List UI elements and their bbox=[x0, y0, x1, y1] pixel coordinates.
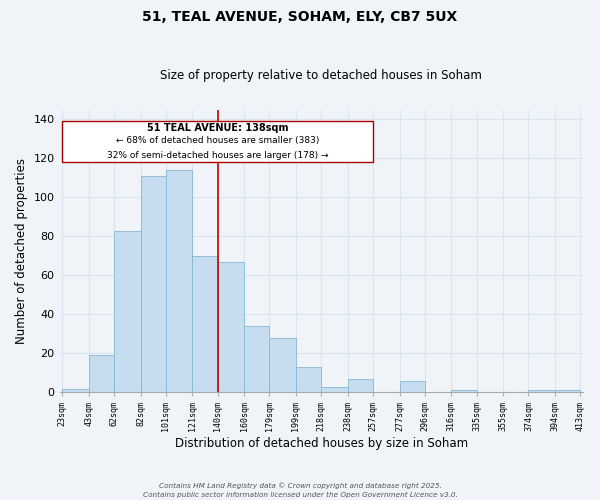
FancyBboxPatch shape bbox=[62, 122, 373, 162]
Text: 51 TEAL AVENUE: 138sqm: 51 TEAL AVENUE: 138sqm bbox=[147, 123, 289, 133]
Bar bbox=[451, 390, 476, 392]
Title: Size of property relative to detached houses in Soham: Size of property relative to detached ho… bbox=[160, 69, 482, 82]
Text: 32% of semi-detached houses are larger (178) →: 32% of semi-detached houses are larger (… bbox=[107, 152, 328, 160]
Bar bbox=[89, 356, 114, 393]
Bar bbox=[529, 390, 555, 392]
Bar bbox=[244, 326, 269, 392]
Bar bbox=[296, 367, 321, 392]
Bar bbox=[62, 388, 89, 392]
Bar bbox=[218, 262, 244, 392]
Text: ← 68% of detached houses are smaller (383): ← 68% of detached houses are smaller (38… bbox=[116, 136, 319, 145]
Bar bbox=[114, 230, 140, 392]
Text: 51, TEAL AVENUE, SOHAM, ELY, CB7 5UX: 51, TEAL AVENUE, SOHAM, ELY, CB7 5UX bbox=[142, 10, 458, 24]
Text: Contains HM Land Registry data © Crown copyright and database right 2025.
Contai: Contains HM Land Registry data © Crown c… bbox=[143, 482, 457, 498]
Bar bbox=[348, 379, 373, 392]
Bar bbox=[400, 380, 425, 392]
Bar bbox=[269, 338, 296, 392]
Bar bbox=[166, 170, 193, 392]
Y-axis label: Number of detached properties: Number of detached properties bbox=[15, 158, 28, 344]
Bar bbox=[555, 390, 580, 392]
Bar bbox=[193, 256, 218, 392]
Bar bbox=[321, 386, 348, 392]
X-axis label: Distribution of detached houses by size in Soham: Distribution of detached houses by size … bbox=[175, 437, 468, 450]
Bar bbox=[140, 176, 166, 392]
